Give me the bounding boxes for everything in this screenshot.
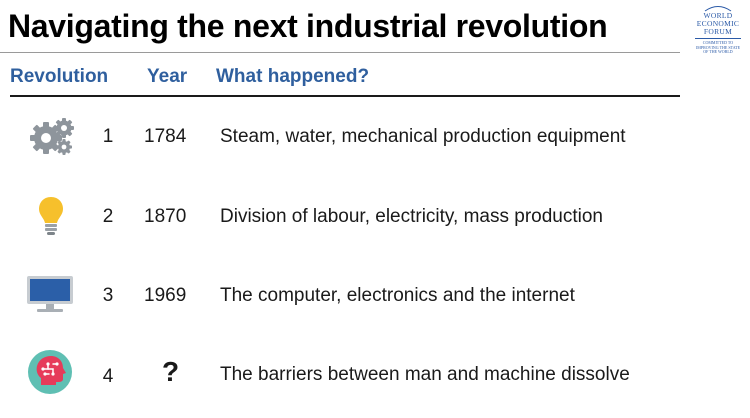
logo-tagline-3: OF THE WORLD [703, 49, 733, 54]
logo-line-3: FORUM [703, 27, 733, 36]
revolution-description-4: The barriers between man and machine dis… [220, 364, 630, 385]
logo-tagline-2: IMPROVING THE STATE [695, 44, 741, 50]
revolution-description-1: Steam, water, mechanical production equi… [220, 126, 626, 147]
revolution-number-1: 1 [102, 126, 114, 147]
revolution-description-3: The computer, electronics and the intern… [220, 285, 575, 306]
logo-line-2: ECONOMIC [696, 19, 740, 28]
revolution-year-1: 1784 [144, 126, 187, 147]
slide-title: Navigating the next industrial revolutio… [8, 8, 608, 44]
header-what-happened: What happened? [216, 66, 370, 87]
logo-line-1: WORLD [703, 11, 733, 20]
revolution-year-2: 1870 [144, 206, 187, 227]
brain-head-icon [28, 350, 72, 394]
header-year: Year [147, 66, 188, 87]
gears-icon [30, 118, 74, 155]
revolution-number-3: 3 [102, 285, 114, 306]
title-divider [0, 52, 680, 53]
header-divider [10, 95, 680, 97]
revolution-number-2: 2 [102, 206, 114, 227]
revolution-year-3: 1969 [144, 285, 187, 306]
computer-monitor-icon [27, 276, 73, 312]
light-bulb-icon [39, 197, 63, 235]
revolution-number-4: 4 [102, 366, 114, 387]
logo-arc-icon [704, 6, 732, 12]
logo-tagline-1: COMMITTED TO [702, 40, 734, 45]
header-revolution: Revolution [10, 66, 109, 87]
revolution-year-unknown: ? [162, 356, 180, 387]
wef-logo: WORLD ECONOMIC FORUM COMMITTED TO IMPROV… [688, 4, 748, 54]
revolution-description-2: Division of labour, electricity, mass pr… [220, 206, 603, 227]
